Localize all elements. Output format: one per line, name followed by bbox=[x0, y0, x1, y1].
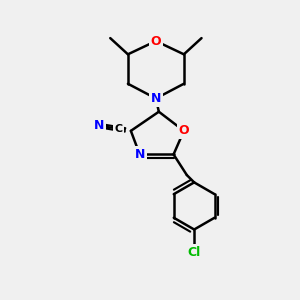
Text: N: N bbox=[134, 148, 145, 161]
Text: C: C bbox=[114, 124, 123, 134]
Text: O: O bbox=[178, 124, 189, 137]
Text: N: N bbox=[151, 92, 161, 105]
Text: Cl: Cl bbox=[188, 246, 201, 259]
Text: N: N bbox=[94, 119, 104, 132]
Text: O: O bbox=[151, 34, 161, 48]
